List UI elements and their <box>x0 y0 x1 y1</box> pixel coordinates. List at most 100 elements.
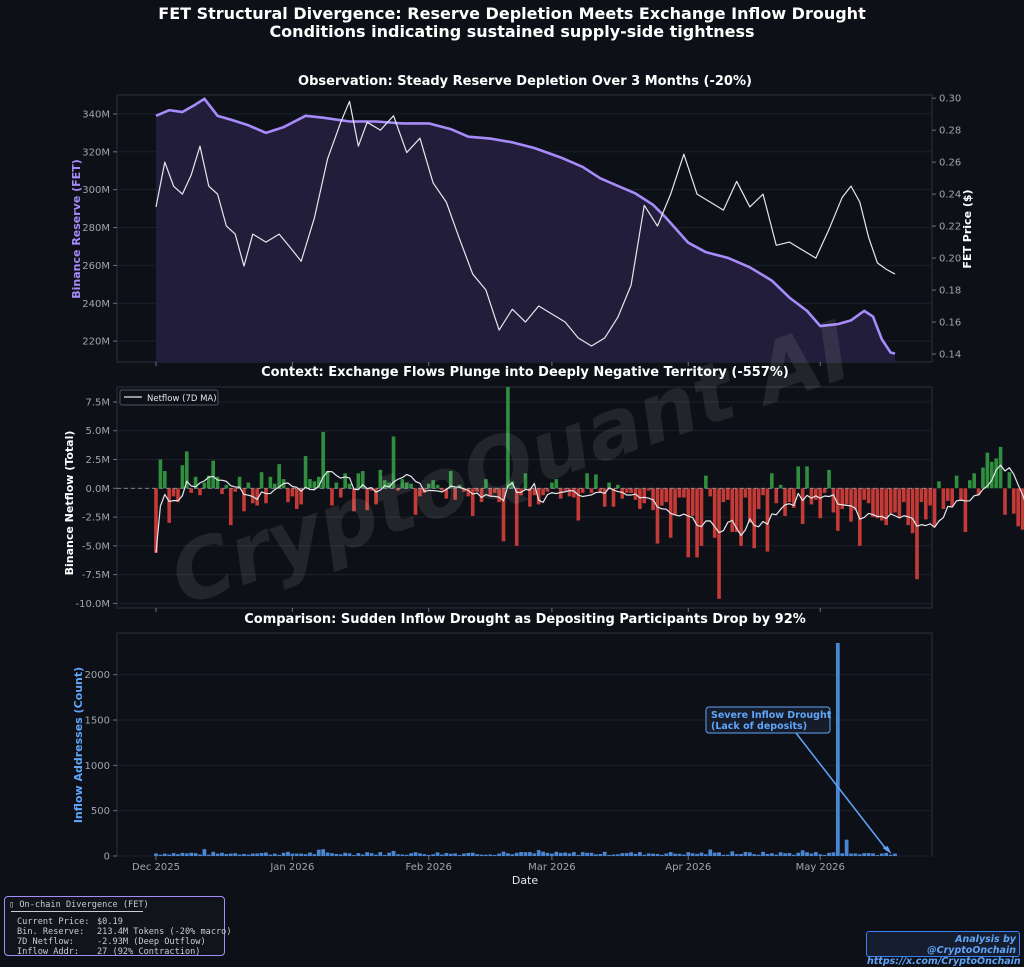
inflow-bar <box>866 853 871 856</box>
inflow-bar <box>303 854 308 856</box>
price-tick-label: 0.22 <box>939 222 961 233</box>
credit-line-1: Analysis by @CryptoOnchain <box>927 934 1016 956</box>
price-tick-label: 0.20 <box>939 254 961 265</box>
date-tick-label: Mar 2026 <box>528 862 576 873</box>
inflow-bar <box>264 852 268 856</box>
netflow-bar <box>400 479 405 489</box>
netflow-bar <box>466 488 471 497</box>
price-tick-label: 0.24 <box>939 190 961 201</box>
inflow-bar <box>831 852 836 856</box>
netflow-bar <box>206 475 211 489</box>
inflow-bar <box>827 852 831 856</box>
netflow-bar <box>923 488 928 520</box>
netflow-bar <box>580 488 585 493</box>
inflow-bar <box>409 853 413 856</box>
netflow-tick-label: 2.5M <box>85 455 110 466</box>
info-key-reserve: Bin. Reserve: <box>17 927 85 937</box>
inflow-bar <box>189 852 194 856</box>
netflow-bar <box>994 458 998 489</box>
netflow-bar <box>510 481 515 489</box>
inflow-bar <box>193 853 198 856</box>
netflow-bar <box>888 488 893 514</box>
inflow-bar <box>431 854 435 856</box>
netflow-bar <box>228 488 233 526</box>
inflow-bar <box>374 854 378 856</box>
date-tick-label: Apr 2026 <box>665 862 711 873</box>
inflow-bar <box>171 853 176 856</box>
netflow-bar <box>945 488 950 501</box>
inflow-bar <box>774 854 779 856</box>
netflow-bar <box>1016 488 1020 527</box>
inflow-bar <box>761 851 765 856</box>
reserve-tick-label: 220M <box>82 337 110 348</box>
netflow-bar <box>277 464 281 489</box>
inflow-bar <box>528 852 532 856</box>
inflow-bar <box>272 853 277 856</box>
inflow-bar <box>325 852 330 856</box>
inflow-bar <box>853 853 858 856</box>
netflow-bar <box>585 473 589 489</box>
inflow-bar <box>769 853 774 856</box>
inflow-bar <box>624 853 629 856</box>
netflow-bar <box>721 488 726 503</box>
inflow-bar <box>158 854 163 856</box>
annotation-box <box>705 706 831 734</box>
info-row-inflow: Inflow Addr: 27 (92% Contraction) <box>17 947 200 957</box>
panel-3-frame <box>116 632 933 857</box>
netflow-bar <box>426 483 431 489</box>
panel-1-title: Observation: Steady Reserve Depletion Ov… <box>298 74 752 89</box>
inflow-bar <box>849 853 853 856</box>
inflow-bar <box>875 855 880 856</box>
annotation-text-1: Severe Inflow Drought <box>711 710 832 721</box>
reserve-tick-label: 260M <box>82 261 110 272</box>
inflow-bar <box>484 854 488 856</box>
netflow-bar <box>501 488 506 542</box>
netflow-bar <box>620 488 625 499</box>
netflow-bar <box>184 451 189 489</box>
netflow-bar <box>541 488 545 496</box>
netflow-bar <box>453 488 457 500</box>
netflow-bar <box>365 488 369 511</box>
inflow-bar <box>725 854 730 856</box>
inflow-bar <box>673 853 677 856</box>
netflow-bar <box>418 488 422 497</box>
netflow-bar <box>677 488 682 498</box>
netflow-bar <box>673 488 677 515</box>
netflow-bar <box>734 488 739 533</box>
inflow-bar <box>453 853 457 856</box>
netflow-bar <box>330 488 334 506</box>
inflow-bar <box>202 849 207 856</box>
netflow-bar <box>475 488 479 492</box>
inflow-bar <box>747 852 752 856</box>
inflow-bar <box>730 851 735 856</box>
netflow-bar <box>484 479 488 489</box>
netflow-bar <box>897 488 902 519</box>
inflow-bar <box>246 854 251 856</box>
reserve-tick-label: 300M <box>82 185 110 196</box>
netflow-bar <box>347 483 352 489</box>
inflow-bar <box>277 854 282 856</box>
inflow-bar <box>783 853 787 856</box>
netflow-bar <box>198 488 202 496</box>
netflow-bar <box>294 488 299 510</box>
credit-box: Analysis by @CryptoOnchain https://x.com… <box>866 931 1021 967</box>
inflow-bar <box>721 854 726 856</box>
inflow-bar <box>620 853 625 856</box>
inflow-bar <box>294 853 299 856</box>
inflow-bar <box>228 853 233 856</box>
inflow-bar <box>176 854 180 856</box>
legend-netflow-ma: Netflow (7D MA) <box>147 394 217 404</box>
inflow-bar <box>752 854 757 856</box>
inflow-bar <box>805 852 809 856</box>
netflow-bar <box>237 476 242 489</box>
inflow-bar <box>585 852 589 856</box>
netflow-bar <box>338 488 343 498</box>
netflow-bar <box>360 471 365 489</box>
inflow-bar <box>154 853 158 856</box>
netflow-bar <box>743 488 748 498</box>
netflow-bar <box>796 466 801 489</box>
inflow-bar <box>466 852 471 856</box>
reserve-price-layer <box>155 97 896 362</box>
netflow-bar <box>572 488 576 498</box>
netflow-bar <box>224 484 229 489</box>
